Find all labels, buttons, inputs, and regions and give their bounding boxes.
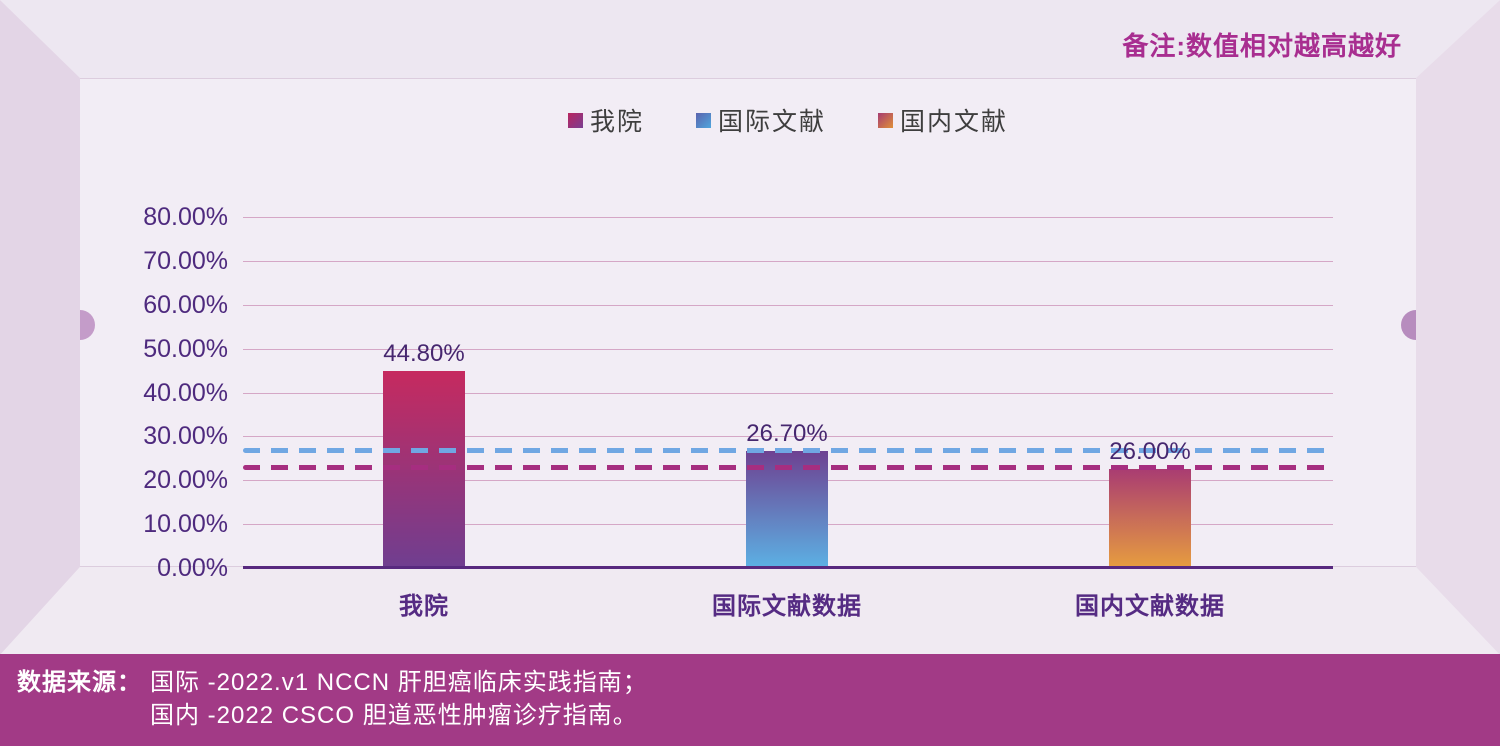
y-axis-tick-label: 40.00% bbox=[143, 378, 228, 407]
bar-1 bbox=[383, 371, 465, 568]
chart-legend: 我院 国际文献 国内文献 bbox=[243, 102, 1333, 138]
x-axis-category-label: 国内文献数据 bbox=[1075, 593, 1225, 620]
gridline bbox=[243, 348, 1333, 350]
reference-line-1 bbox=[243, 448, 1333, 454]
bar-value-label: 26.00% bbox=[1109, 437, 1191, 465]
y-axis-tick-label: 80.00% bbox=[143, 203, 228, 231]
data-source-line-2: 国内 -2022 CSCO 胆道恶性肿瘤诊疗指南。 bbox=[150, 702, 638, 729]
note-text: 备注:数值相对越高越好 bbox=[1122, 31, 1402, 61]
bar-2 bbox=[746, 450, 828, 568]
bar-value-label: 26.70% bbox=[746, 419, 828, 447]
frame-top-face bbox=[0, 0, 1500, 655]
gridline bbox=[243, 436, 1333, 438]
legend-item: 国际文献 bbox=[695, 102, 826, 138]
data-source-footer: 数据来源： 国际 -2022.v1 NCCN 肝胆癌临床实践指南； 国内 -202… bbox=[0, 654, 1500, 746]
legend-item: 国内文献 bbox=[878, 102, 1008, 138]
data-source-line-1: 国际 -2022.v1 NCCN 肝胆癌临床实践指南； bbox=[150, 669, 648, 696]
data-source-lines: 国际 -2022.v1 NCCN 肝胆癌临床实践指南； 国内 -2022 CSCO… bbox=[150, 666, 648, 732]
y-axis-tick-label: 60.00% bbox=[143, 290, 228, 319]
y-axis-tick-label: 20.00% bbox=[143, 466, 228, 495]
frame-right-face bbox=[1416, 0, 1500, 655]
bar-3 bbox=[1109, 468, 1191, 568]
y-axis-tick-label: 70.00% bbox=[143, 246, 228, 275]
legend-swatch bbox=[567, 112, 583, 128]
legend-swatch bbox=[878, 112, 893, 128]
left-semicircle-decoration bbox=[80, 310, 95, 340]
x-axis-line bbox=[243, 566, 1333, 569]
right-semicircle-decoration bbox=[1401, 310, 1416, 340]
y-axis-tick-label: 0.00% bbox=[157, 554, 228, 582]
frame-bottom-face bbox=[0, 0, 1500, 655]
y-axis-tick-label: 50.00% bbox=[143, 334, 228, 363]
gridline bbox=[243, 392, 1333, 394]
y-axis-tick-label: 10.00% bbox=[143, 510, 228, 539]
bar-value-label: 44.80% bbox=[383, 340, 465, 368]
x-axis-category-label: 国际文献数据 bbox=[712, 593, 862, 620]
gridline bbox=[243, 260, 1333, 262]
y-axis-tick-label: 30.00% bbox=[143, 422, 228, 451]
reference-line-2 bbox=[243, 464, 1333, 470]
legend-item: 我院 bbox=[567, 102, 644, 138]
legend-label: 国内文献 bbox=[900, 108, 1009, 136]
legend-label: 我院 bbox=[589, 108, 644, 136]
x-axis-category-label: 我院 bbox=[399, 593, 449, 620]
legend-label: 国际文献 bbox=[717, 108, 826, 136]
frame-left-face bbox=[0, 0, 80, 655]
data-source-label: 数据来源： bbox=[17, 669, 142, 696]
gridline bbox=[243, 304, 1333, 306]
gridline bbox=[243, 217, 1333, 218]
legend-swatch bbox=[695, 112, 711, 128]
